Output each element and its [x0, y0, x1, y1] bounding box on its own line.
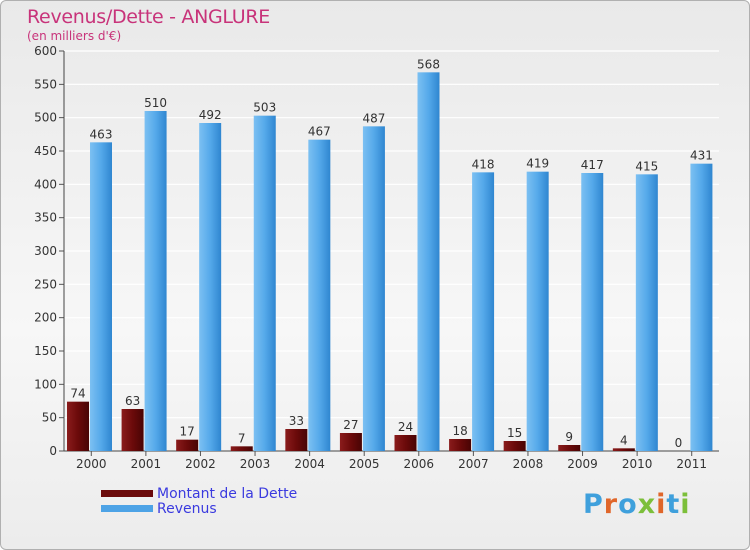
- data-label-revenus: 415: [635, 159, 658, 173]
- data-label-revenus: 487: [362, 111, 385, 125]
- bar-revenus: [144, 111, 167, 451]
- x-tick-label: 2008: [513, 457, 544, 471]
- x-tick-label: 2009: [567, 457, 598, 471]
- bar-dette: [449, 439, 472, 451]
- logo-letter: x: [637, 489, 657, 520]
- x-tick-label: 2010: [622, 457, 653, 471]
- y-tick-label: 200: [34, 311, 57, 325]
- bar-dette: [394, 435, 417, 451]
- logo-letter: i: [656, 489, 667, 520]
- data-label-revenus: 510: [144, 96, 167, 110]
- y-tick-label: 50: [42, 411, 57, 425]
- legend-swatch-revenus: [101, 505, 153, 512]
- x-tick-label: 2006: [404, 457, 435, 471]
- data-label-dette: 24: [398, 420, 413, 434]
- bar-revenus: [417, 72, 440, 451]
- logo-letter: t: [666, 489, 681, 520]
- data-label-dette: 7: [238, 431, 246, 445]
- logo-letter: r: [603, 489, 619, 520]
- data-label-dette: 15: [507, 426, 522, 440]
- data-label-revenus: 503: [253, 101, 276, 115]
- y-tick-label: 500: [34, 111, 57, 125]
- y-tick-label: 550: [34, 77, 57, 91]
- data-label-dette: 63: [125, 394, 140, 408]
- data-label-dette: 27: [343, 418, 358, 432]
- bar-revenus: [690, 163, 713, 451]
- bar-revenus: [635, 174, 658, 452]
- bar-revenus: [581, 173, 604, 451]
- legend-label-dette: Montant de la Dette: [157, 486, 298, 502]
- proxiti-logo: Proxiti: [583, 489, 691, 520]
- x-tick-label: 2001: [131, 457, 162, 471]
- y-tick-label: 250: [34, 277, 57, 291]
- bar-revenus: [90, 142, 112, 452]
- data-label-dette: 18: [452, 424, 467, 438]
- x-tick-label: 2003: [240, 457, 271, 471]
- x-tick-label: 2000: [76, 457, 107, 471]
- y-tick-label: 300: [34, 244, 57, 258]
- x-tick-label: 2005: [349, 457, 380, 471]
- y-tick-label: 600: [34, 44, 57, 58]
- bar-dette: [558, 445, 581, 451]
- bar-dette: [176, 439, 199, 451]
- data-label-revenus: 417: [581, 158, 604, 172]
- bar-dette: [67, 401, 89, 451]
- y-tick-label: 450: [34, 144, 57, 158]
- bar-revenus: [362, 126, 385, 451]
- y-tick-label: 0: [49, 444, 57, 458]
- legend-label-revenus: Revenus: [157, 501, 217, 517]
- y-tick-label: 400: [34, 177, 57, 191]
- data-label-dette: 0: [675, 436, 683, 450]
- bar-revenus: [253, 115, 276, 452]
- bar-dette: [339, 433, 362, 451]
- x-tick-label: 2011: [676, 457, 707, 471]
- bar-revenus: [472, 172, 495, 452]
- y-tick-label: 150: [34, 344, 57, 358]
- bar-revenus: [199, 123, 222, 451]
- bar-dette: [121, 409, 144, 451]
- x-tick-label: 2004: [294, 457, 325, 471]
- data-label-dette: 17: [180, 425, 195, 439]
- data-label-revenus: 492: [199, 108, 222, 122]
- chart-subtitle: (en milliers d'€): [27, 29, 122, 43]
- bar-revenus: [308, 139, 331, 451]
- bar-dette: [612, 448, 635, 451]
- y-tick-label: 100: [34, 377, 57, 391]
- bar-dette: [285, 429, 308, 451]
- bar-revenus: [526, 171, 549, 451]
- data-label-revenus: 419: [526, 157, 549, 171]
- data-label-dette: 4: [620, 433, 628, 447]
- data-label-revenus: 431: [690, 149, 713, 163]
- logo-letter: P: [583, 489, 604, 520]
- data-label-dette: 33: [289, 414, 304, 428]
- data-label-dette: 74: [70, 387, 85, 401]
- data-label-revenus: 463: [90, 127, 113, 141]
- bar-dette: [230, 446, 253, 451]
- data-label-revenus: 467: [308, 125, 331, 139]
- data-label-revenus: 568: [417, 57, 440, 71]
- data-label-revenus: 418: [472, 157, 495, 171]
- legend-swatch-dette: [101, 490, 153, 497]
- data-label-dette: 9: [565, 430, 573, 444]
- logo-letter: o: [618, 489, 638, 520]
- x-tick-label: 2002: [185, 457, 216, 471]
- chart-title: Revenus/Dette - ANGLURE: [27, 6, 270, 28]
- y-tick-label: 350: [34, 211, 57, 225]
- bar-dette: [503, 441, 526, 451]
- logo-letter: i: [680, 489, 691, 520]
- x-tick-label: 2007: [458, 457, 489, 471]
